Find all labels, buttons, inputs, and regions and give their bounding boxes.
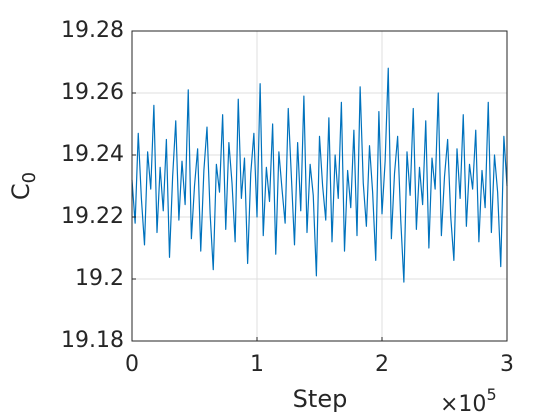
ticks: 19.18 19.2 19.22 19.24 19.26 19.28 0 1 2 3 <box>61 18 514 377</box>
y-axis-label: C0 <box>7 172 40 200</box>
axes-frame <box>131 30 508 342</box>
y-tick-label: 19.24 <box>61 142 124 167</box>
x-tick-label: 2 <box>375 352 389 377</box>
y-tick-label: 19.26 <box>61 80 124 105</box>
y-tick-label: 19.22 <box>61 204 124 229</box>
y-axis-label-main: C <box>7 183 35 200</box>
y-tick-label: 19.2 <box>75 266 124 291</box>
data-layer <box>131 67 508 283</box>
data-line <box>131 67 508 283</box>
x-exponent: ×105 <box>440 385 497 418</box>
x-tick-label: 0 <box>125 352 139 377</box>
x-tick-label: 1 <box>250 352 264 377</box>
x-tick-label: 3 <box>500 352 514 377</box>
x-axis-label: Step <box>293 385 348 413</box>
x-exponent-base: ×10 <box>440 392 486 417</box>
y-axis-label-sub: 0 <box>19 172 40 183</box>
y-tick-label: 19.28 <box>61 18 124 43</box>
plot-area <box>132 31 507 341</box>
x-exponent-power: 5 <box>486 385 496 404</box>
y-tick-label: 19.18 <box>61 328 124 353</box>
